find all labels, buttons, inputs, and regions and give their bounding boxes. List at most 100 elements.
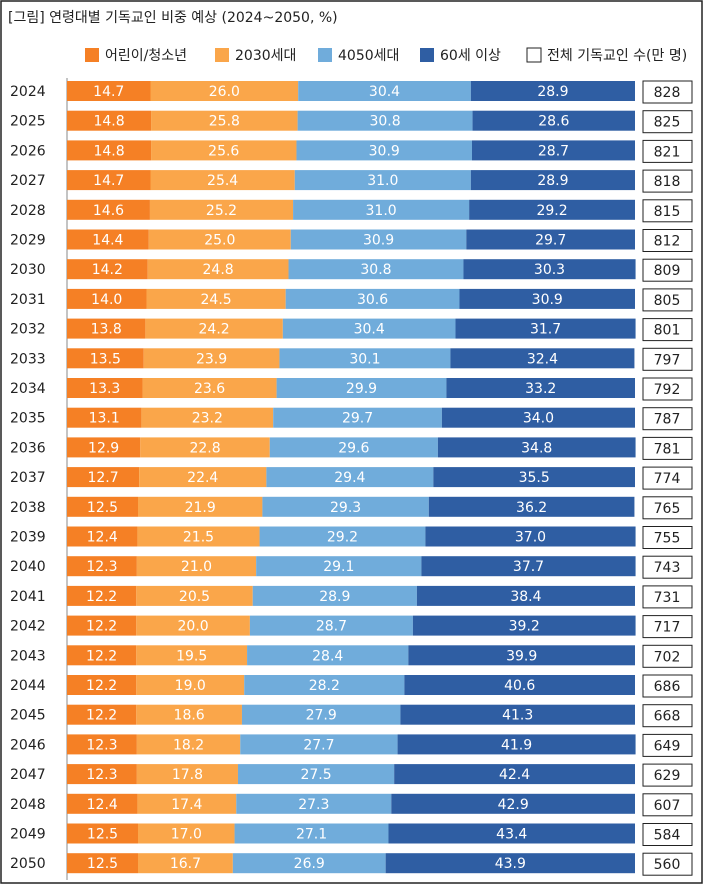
y-tick-label: 2039 — [10, 530, 46, 546]
total-label: 765 — [654, 501, 681, 517]
data-label: 25.4 — [207, 173, 238, 189]
data-label: 24.2 — [199, 322, 230, 338]
bar-segment — [67, 556, 137, 577]
data-label: 27.3 — [298, 797, 329, 813]
bar-segment — [67, 229, 149, 250]
legend-swatch — [526, 47, 542, 63]
bar-segment — [67, 526, 138, 547]
total-box — [642, 585, 693, 609]
bar-segment — [388, 823, 635, 844]
total-label: 686 — [654, 679, 681, 695]
bar-segment — [470, 81, 635, 101]
total-box — [642, 139, 693, 163]
data-label: 39.9 — [506, 648, 537, 664]
total-label: 812 — [654, 234, 681, 250]
total-label: 809 — [654, 263, 681, 279]
bar-segment — [416, 585, 635, 606]
total-label: 731 — [654, 590, 681, 606]
data-label: 12.7 — [87, 470, 118, 486]
data-label: 35.5 — [519, 470, 550, 486]
bar-segment — [67, 199, 150, 220]
bar-segment — [249, 615, 413, 636]
data-label: 43.4 — [496, 827, 527, 843]
bar-segment — [288, 259, 464, 280]
data-label: 12.2 — [86, 648, 117, 664]
bar-segment — [236, 793, 392, 814]
bar-segment — [290, 229, 467, 250]
total-label: 629 — [654, 768, 681, 784]
bar-segment — [433, 467, 635, 488]
bar-segment — [138, 853, 233, 874]
data-label: 31.0 — [366, 203, 397, 219]
data-label: 18.6 — [174, 708, 205, 724]
bar-segment — [273, 407, 442, 428]
bar-segment — [67, 496, 138, 517]
y-tick-label: 2043 — [10, 648, 46, 664]
data-label: 28.2 — [309, 678, 340, 694]
total-label: 702 — [654, 649, 681, 665]
data-label: 30.4 — [369, 84, 400, 100]
bar-segment — [469, 199, 635, 220]
bar-segment — [266, 467, 434, 488]
bar-segment — [296, 140, 472, 161]
bar-segment — [67, 585, 137, 606]
legend-label: 60세 이상 — [440, 48, 501, 64]
data-label: 29.2 — [536, 203, 567, 219]
data-label: 21.0 — [181, 559, 212, 575]
total-box — [642, 704, 693, 728]
bar-segment — [391, 793, 635, 814]
bar-segment — [136, 645, 248, 666]
bar-segment — [142, 378, 277, 398]
data-label: 21.9 — [185, 500, 216, 516]
total-label: 792 — [654, 382, 681, 398]
data-label: 28.4 — [312, 648, 343, 664]
total-box — [642, 526, 693, 549]
data-label: 22.4 — [187, 470, 218, 486]
total-box — [642, 674, 693, 698]
total-box — [642, 466, 693, 490]
bar-segment — [136, 675, 245, 695]
data-label: 19.0 — [175, 678, 206, 694]
data-label: 22.8 — [189, 440, 220, 456]
y-tick-label: 2034 — [10, 381, 46, 397]
total-box — [642, 377, 693, 401]
data-label: 41.3 — [502, 708, 533, 724]
data-label: 25.0 — [204, 233, 235, 249]
data-label: 18.2 — [173, 737, 204, 753]
data-label: 14.0 — [91, 292, 122, 308]
bar-segment — [67, 467, 140, 488]
data-label: 13.1 — [89, 411, 120, 427]
data-label: 28.9 — [319, 589, 350, 605]
data-label: 34.0 — [523, 411, 554, 427]
y-tick-label: 2048 — [10, 797, 46, 813]
total-box — [642, 288, 693, 312]
total-box — [642, 793, 693, 817]
y-tick-label: 2040 — [10, 559, 46, 575]
data-label: 17.0 — [171, 827, 202, 843]
legend-swatch — [85, 48, 99, 62]
bar-segment — [136, 704, 242, 725]
total-label: 755 — [654, 531, 681, 547]
data-label: 12.2 — [86, 619, 117, 635]
data-label: 26.9 — [294, 856, 325, 872]
data-label: 13.8 — [91, 322, 122, 338]
total-label: 801 — [654, 323, 681, 339]
y-tick-label: 2044 — [10, 678, 46, 694]
data-label: 40.6 — [504, 678, 535, 694]
bar-segment — [269, 437, 438, 458]
bar-segment — [463, 259, 636, 280]
bar-segment — [148, 229, 291, 250]
data-label: 30.8 — [369, 114, 400, 130]
bar-segment — [67, 348, 144, 369]
bar-segment — [67, 259, 148, 280]
bar-segment — [136, 585, 253, 606]
bar-segment — [298, 81, 471, 101]
data-label: 29.7 — [535, 233, 566, 249]
y-tick-label: 2037 — [10, 470, 46, 486]
total-label: 828 — [654, 85, 681, 101]
bar-segment — [276, 378, 447, 398]
bar-segment — [67, 318, 146, 339]
bar-segment — [262, 496, 429, 517]
bar-segment — [151, 110, 298, 131]
bar-segment — [140, 437, 270, 458]
